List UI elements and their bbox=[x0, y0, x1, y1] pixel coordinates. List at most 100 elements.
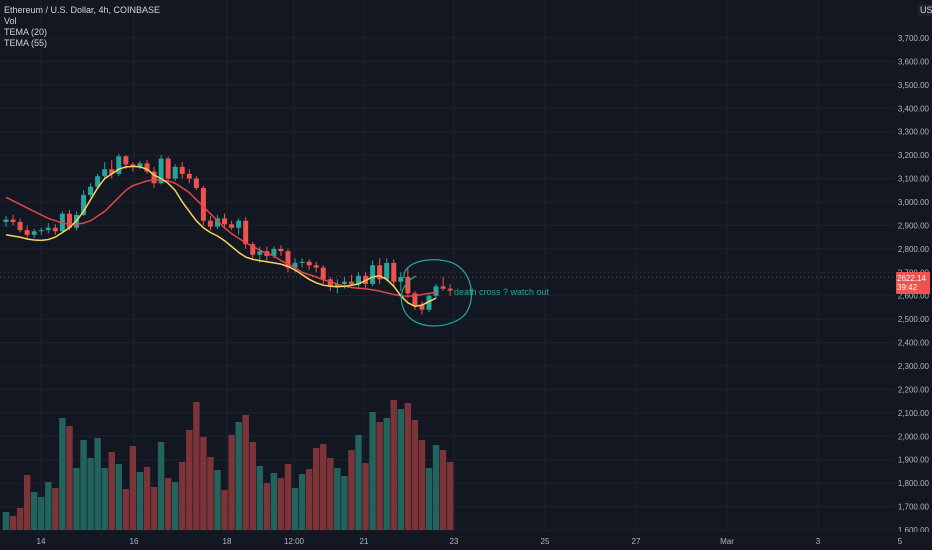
candle-body bbox=[391, 262, 397, 282]
volume-bar bbox=[390, 400, 397, 530]
volume-bar bbox=[179, 462, 186, 530]
volume-bar bbox=[277, 478, 285, 530]
volume-bar bbox=[23, 475, 31, 530]
time-tick-label: 23 bbox=[450, 537, 459, 546]
chart-legend: Ethereum / U.S. Dollar, 4h, COINBASE Vol… bbox=[4, 5, 160, 49]
volume-bar bbox=[193, 402, 200, 530]
candle-body bbox=[52, 227, 58, 232]
candle-body bbox=[200, 187, 206, 221]
volume-bar bbox=[334, 468, 341, 530]
candle-body bbox=[299, 261, 305, 263]
price-tick-label: 3,700.00 bbox=[898, 34, 930, 43]
candle-series bbox=[3, 153, 453, 315]
candle-body bbox=[24, 230, 30, 235]
candle-body bbox=[123, 156, 129, 165]
symbol-title[interactable]: Ethereum / U.S. Dollar, 4h, COINBASE bbox=[4, 5, 161, 15]
volume-bar bbox=[59, 418, 66, 530]
candle-body bbox=[278, 248, 284, 252]
time-tick-label: 16 bbox=[130, 537, 139, 546]
price-tick-label: 3,400.00 bbox=[898, 104, 930, 113]
candle-body bbox=[172, 166, 178, 179]
candle-body bbox=[10, 219, 16, 222]
last-price-value: 2622.14 bbox=[897, 274, 926, 283]
price-tick-label: 3,100.00 bbox=[898, 175, 930, 184]
time-tick-label: 18 bbox=[223, 537, 232, 546]
candle-body bbox=[102, 169, 108, 177]
candle-body bbox=[377, 265, 383, 280]
candle-body bbox=[137, 163, 143, 167]
volume-bar bbox=[164, 478, 172, 530]
tema-20-legend[interactable]: TEMA (20) bbox=[4, 27, 48, 37]
candle-body bbox=[179, 166, 185, 174]
candle-body bbox=[17, 221, 23, 231]
price-tick-label: 1,800.00 bbox=[898, 479, 930, 488]
volume-bar bbox=[207, 457, 214, 530]
circle-annotation bbox=[400, 259, 472, 327]
tema-55-line bbox=[5, 178, 437, 297]
price-tick-label: 1,900.00 bbox=[898, 456, 930, 465]
candle-body bbox=[243, 220, 249, 245]
candle-body bbox=[236, 220, 242, 228]
bar-countdown: 39:42 bbox=[897, 283, 918, 292]
candle-body bbox=[412, 293, 418, 306]
candle-body bbox=[320, 267, 326, 280]
time-tick-label: 21 bbox=[360, 537, 369, 546]
volume-bar bbox=[305, 469, 313, 530]
currency-badge[interactable]: USD bbox=[918, 4, 932, 16]
candle-body bbox=[186, 173, 192, 179]
time-axis-background[interactable] bbox=[0, 532, 932, 550]
price-tick-label: 1,700.00 bbox=[898, 503, 930, 512]
volume-bar bbox=[9, 516, 17, 530]
candle-body bbox=[341, 281, 347, 284]
time-tick-label: 25 bbox=[541, 537, 550, 546]
volume-bar bbox=[108, 452, 115, 530]
volume-bar bbox=[432, 445, 440, 530]
volume-bar bbox=[16, 508, 24, 530]
candle-body bbox=[3, 219, 9, 222]
time-tick-label: Mar bbox=[720, 537, 734, 546]
tema-55-legend[interactable]: TEMA (55) bbox=[4, 38, 48, 48]
candle-body bbox=[222, 218, 228, 225]
candle-body bbox=[151, 171, 157, 184]
price-tick-label: 3,500.00 bbox=[898, 81, 930, 90]
volume-bar bbox=[122, 489, 130, 530]
volume-bar bbox=[242, 415, 249, 530]
price-axis[interactable]: 3,700.00 3,600.00 3,500.00 3,400.00 3,300.00… bbox=[898, 34, 930, 535]
volume-bar bbox=[263, 483, 271, 530]
price-tick-label: 2,900.00 bbox=[898, 221, 930, 230]
candle-body bbox=[370, 265, 376, 284]
price-tick-label: 3,600.00 bbox=[898, 57, 930, 66]
volume-bar bbox=[425, 468, 433, 530]
volume-legend[interactable]: Vol bbox=[4, 16, 17, 26]
candle-body bbox=[250, 244, 256, 255]
candle-body bbox=[95, 176, 101, 187]
price-axis-background[interactable] bbox=[895, 0, 932, 532]
volume-bar bbox=[404, 403, 412, 530]
volume-bar bbox=[369, 412, 376, 530]
volume-bar bbox=[150, 487, 158, 530]
candle-body bbox=[433, 286, 439, 296]
candle-body bbox=[327, 279, 333, 287]
price-tick-label: 2,400.00 bbox=[898, 339, 930, 348]
price-tick-label: 2,200.00 bbox=[898, 385, 930, 394]
time-tick-label: 5 bbox=[898, 537, 903, 546]
candle-body bbox=[38, 230, 44, 232]
volume-bar bbox=[256, 466, 263, 530]
price-tick-label: 2,600.00 bbox=[898, 292, 930, 301]
volume-bar bbox=[270, 473, 278, 530]
price-tick-label: 3,000.00 bbox=[898, 198, 930, 207]
candle-body bbox=[229, 224, 235, 228]
volume-bar bbox=[355, 435, 362, 530]
volume-bar bbox=[200, 437, 207, 530]
volume-bar bbox=[439, 450, 447, 530]
time-tick-label: 12:00 bbox=[284, 537, 305, 546]
candle-body bbox=[207, 220, 213, 227]
price-tick-label: 3,300.00 bbox=[898, 128, 930, 137]
volume-bar bbox=[298, 474, 306, 530]
volume-bar bbox=[362, 463, 369, 530]
volume-bar bbox=[66, 426, 73, 530]
candle-body bbox=[257, 251, 263, 255]
candle-body bbox=[313, 265, 319, 268]
time-axis[interactable]: 14 16 18 12:00 21 23 25 27 Mar 3 5 bbox=[37, 537, 903, 546]
